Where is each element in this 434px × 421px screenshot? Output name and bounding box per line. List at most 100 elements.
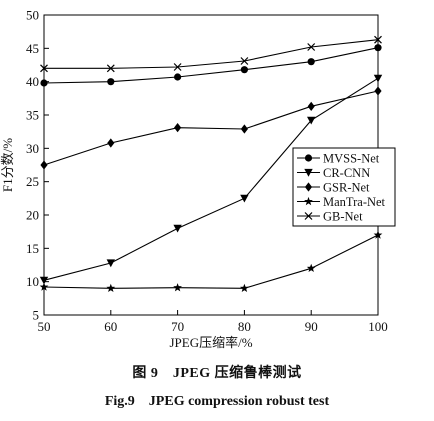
series-line-mvss-net <box>43 47 379 84</box>
marker-star <box>304 196 313 206</box>
y-axis-ticks: 5 10 15 20 25 30 35 40 45 50 <box>26 8 49 323</box>
series-line-cr-cnn <box>43 77 379 281</box>
data-point-gb-net <box>40 64 48 73</box>
x-axis-ticks: 50 60 70 80 90 100 <box>38 310 388 334</box>
x-tick-label: 60 <box>104 319 117 334</box>
marker-triangle <box>307 116 316 125</box>
data-point-mantra-net <box>373 230 383 239</box>
data-point-mantra-net <box>173 283 182 292</box>
y-tick-label: 40 <box>26 74 39 89</box>
figure-caption-english: Fig.9 JPEG compression robust test <box>104 394 330 409</box>
legend-marker-mantra-net <box>304 196 313 206</box>
legend-marker-cr-cnn <box>304 168 313 177</box>
series-lines <box>43 39 379 289</box>
marker-star <box>240 283 249 293</box>
marker-star <box>39 282 49 291</box>
marker-x-stroke <box>173 63 182 71</box>
data-point-cr-cnn <box>307 116 316 125</box>
y-tick-label: 25 <box>26 174 39 189</box>
marker-x-stroke <box>240 57 249 65</box>
marker-triangle <box>39 276 49 285</box>
marker-star <box>173 283 182 292</box>
y-tick-label: 15 <box>26 241 39 256</box>
figure-caption-chinese: 图 9 JPEG 压缩鲁棒测试 <box>132 366 302 381</box>
marker-circle <box>40 79 48 87</box>
legend-label-cr-cnn: CR-CNN <box>323 166 370 180</box>
y-tick-label: 35 <box>26 108 39 123</box>
data-point-gsr-net <box>307 101 315 111</box>
data-point-gb-net <box>173 63 182 71</box>
x-tick-label: 70 <box>171 319 184 334</box>
data-point-gb-net <box>307 43 316 51</box>
series-line-gb-net <box>44 39 379 69</box>
legend-marker-gb-net <box>304 212 313 220</box>
x-tick-label: 80 <box>238 319 251 334</box>
marker-diamond <box>174 123 182 133</box>
marker-triangle <box>173 224 182 233</box>
legend-label-mvss-net: MVSS-Net <box>323 151 380 165</box>
marker-x-stroke <box>307 43 316 51</box>
x-tick-label: 90 <box>305 319 318 334</box>
y-tick-label: 10 <box>26 274 39 289</box>
marker-diamond <box>307 101 315 111</box>
legend-marker-mvss-net <box>304 154 313 162</box>
legend-label-gsr-net: GSR-Net <box>323 180 370 194</box>
marker-triangle <box>240 194 249 203</box>
y-tick-label: 50 <box>26 8 39 23</box>
data-point-mvss-net <box>240 66 248 74</box>
data-point-gsr-net <box>240 124 248 134</box>
data-point-cr-cnn <box>106 259 115 268</box>
marker-circle <box>174 73 182 81</box>
marker-diamond <box>374 86 382 96</box>
legend-label-mantra-net: ManTra-Net <box>323 195 386 209</box>
data-point-cr-cnn <box>240 194 249 203</box>
marker-x-stroke <box>374 35 382 44</box>
data-point-gb-net <box>240 57 249 65</box>
data-point-mvss-net <box>307 58 315 66</box>
marker-x-stroke <box>40 64 48 73</box>
marker-star <box>373 230 383 239</box>
y-tick-label: 45 <box>26 41 39 56</box>
data-point-gb-net <box>374 35 382 44</box>
data-point-mantra-net <box>306 263 316 273</box>
chart: 5 10 15 20 25 30 35 40 45 50 50 60 70 80 90 100 MVSS-N… <box>0 8 396 350</box>
legend-label-gb-net: GB-Net <box>323 209 363 223</box>
y-axis-label: F1分数/% <box>0 138 15 192</box>
data-point-gsr-net <box>174 123 182 133</box>
y-tick-label: 30 <box>26 141 39 156</box>
data-point-cr-cnn <box>173 224 182 233</box>
data-point-gb-net <box>106 64 115 73</box>
marker-circle <box>374 44 382 52</box>
marker-diamond <box>40 160 48 170</box>
legend-marker-gsr-net <box>304 182 313 192</box>
data-point-mantra-net <box>106 283 116 293</box>
x-tick-label: 100 <box>368 319 388 334</box>
data-point-mantra-net <box>240 283 249 293</box>
marker-diamond <box>304 182 313 192</box>
data-point-mvss-net <box>40 79 48 87</box>
data-point-gsr-net <box>374 86 382 96</box>
marker-triangle <box>304 168 313 177</box>
marker-x-stroke <box>106 64 115 73</box>
marker-diamond <box>240 124 248 134</box>
series-line-gsr-net <box>43 90 379 166</box>
marker-triangle <box>106 259 115 268</box>
marker-circle <box>307 58 315 66</box>
marker-x-stroke <box>304 212 313 220</box>
marker-star <box>106 283 116 293</box>
y-tick-label: 20 <box>26 208 39 223</box>
marker-circle <box>240 66 248 74</box>
series-line-mantra-net <box>43 234 379 289</box>
series-markers <box>39 35 383 293</box>
data-point-mvss-net <box>107 78 115 86</box>
data-point-cr-cnn <box>39 276 49 285</box>
data-point-mvss-net <box>174 73 182 81</box>
data-point-gsr-net <box>107 138 115 148</box>
data-point-gsr-net <box>40 160 48 170</box>
data-point-mvss-net <box>374 44 382 52</box>
marker-circle <box>304 154 313 162</box>
x-tick-label: 50 <box>38 319 51 334</box>
data-point-cr-cnn <box>373 74 383 83</box>
x-axis-label: JPEG压缩率/% <box>169 335 252 350</box>
